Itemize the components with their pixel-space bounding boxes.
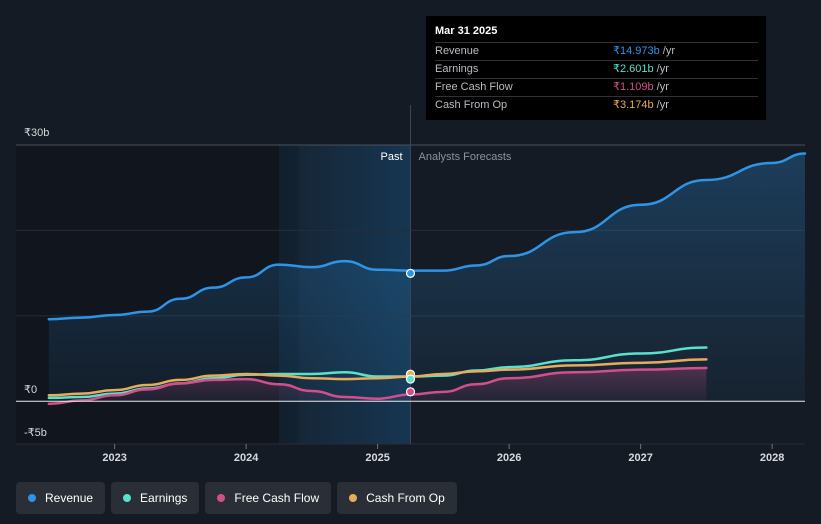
area-revenue [48, 153, 805, 402]
x-tick-2027: 2027 [628, 452, 652, 464]
marker-free-cash-flow [405, 387, 416, 397]
marker-earnings [405, 374, 416, 384]
legend-item-earnings[interactable]: Earnings [111, 482, 200, 514]
tooltip-date: Mar 31 2025 [435, 25, 498, 37]
legend-dot-icon [123, 494, 132, 502]
line-cash-from-op [47, 358, 708, 397]
tooltip-unit: /yr [656, 81, 669, 93]
y-tick-30b: ₹30b [24, 127, 49, 139]
series-lines [47, 152, 807, 406]
x-tick-2025: 2025 [365, 452, 389, 464]
legend-dot-icon [28, 494, 36, 502]
tooltip-value: ₹2.601b [613, 63, 654, 75]
tooltip-row-free-cash-flow: Free Cash Flow ₹1.109b /yr [435, 78, 758, 96]
area-free-cash-flow [48, 367, 707, 404]
legend-item-cash-from-op[interactable]: Cash From Op [337, 482, 457, 514]
x-tick-2026: 2026 [497, 452, 521, 464]
tooltip-label: Earnings [435, 63, 479, 75]
series-areas [48, 153, 805, 404]
tooltip-unit: /yr [656, 99, 669, 111]
tooltip-row-cash-from-op: Cash From Op ₹3.174b /yr [435, 96, 758, 114]
x-tick-2024: 2024 [234, 452, 259, 464]
marker-revenue [405, 268, 416, 278]
tooltip-label: Cash From Op [435, 99, 508, 111]
forecast-label: Analysts Forecasts [419, 151, 512, 163]
legend-dot-icon [349, 494, 358, 502]
tooltip-label: Free Cash Flow [435, 81, 513, 93]
line-free-cash-flow [47, 366, 708, 406]
tooltip-unit: /yr [662, 45, 675, 57]
legend-label: Revenue [45, 491, 94, 505]
x-axis-ticks: 2023 2024 2025 2026 2027 2028 [102, 444, 784, 464]
tooltip-markers [405, 268, 416, 397]
legend-dot-icon [217, 494, 226, 502]
chart-legend: Revenue Earnings Free Cash Flow Cash Fro… [16, 482, 457, 514]
x-tick-2023: 2023 [102, 452, 126, 464]
tooltip-unit: /yr [656, 63, 669, 75]
tooltip-label: Revenue [435, 45, 480, 57]
y-tick-neg5b: -₹5b [24, 427, 47, 439]
y-tick-0: ₹0 [24, 384, 37, 396]
legend-label: Earnings [140, 491, 188, 505]
legend-item-free-cash-flow[interactable]: Free Cash Flow [205, 482, 332, 514]
line-revenue [47, 152, 807, 321]
legend-label: Free Cash Flow [234, 491, 320, 505]
tooltip-row-earnings: Earnings ₹2.601b /yr [435, 60, 758, 78]
x-tick-2028: 2028 [760, 452, 784, 464]
past-label: Past [380, 151, 402, 163]
chart-canvas: ₹30b ₹0 -₹5b Past Analysts Forecasts 202… [16, 105, 807, 464]
tooltip-value: ₹1.109b [613, 81, 654, 93]
data-tooltip: Mar 31 2025 Revenue ₹14.973b /yr Earning… [426, 16, 766, 120]
tooltip-value: ₹3.174b [613, 99, 654, 111]
legend-label: Cash From Op [366, 491, 445, 505]
tooltip-row-revenue: Revenue ₹14.973b /yr [435, 42, 758, 60]
legend-item-revenue[interactable]: Revenue [16, 482, 106, 514]
tooltip-value: ₹14.973b [613, 45, 660, 57]
